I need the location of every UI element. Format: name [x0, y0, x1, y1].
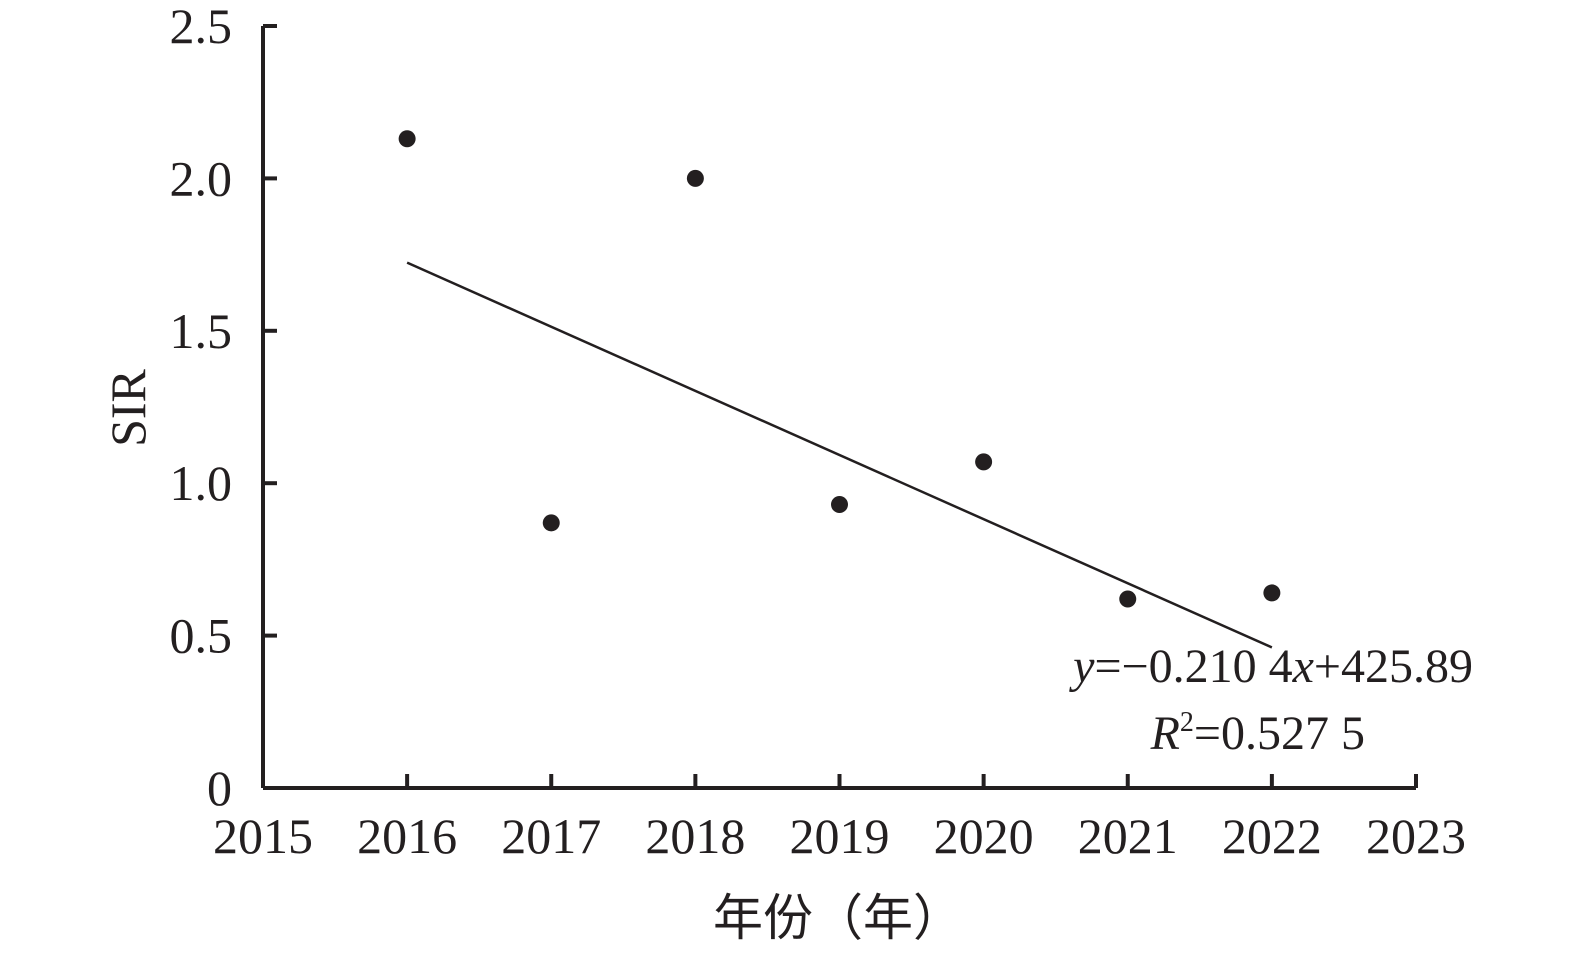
- regression-equation: y=−0.210 4x+425.89: [1068, 640, 1473, 693]
- x-tick-label: 2020: [934, 808, 1034, 864]
- r-squared: R2=0.527 5: [1150, 707, 1365, 760]
- y-tick-label: 0.5: [170, 608, 233, 664]
- x-tick-label: 2018: [645, 808, 745, 864]
- data-points: [398, 130, 1281, 608]
- data-point: [542, 514, 560, 532]
- y-tick-label: 1.5: [170, 303, 233, 359]
- x-tick-label: 2015: [213, 808, 313, 864]
- x-tick-label: 2023: [1366, 808, 1466, 864]
- data-point: [686, 169, 704, 187]
- y-axis-label: SIR: [100, 368, 156, 446]
- data-point: [398, 130, 416, 148]
- r-squared-value: =0.527 5: [1194, 707, 1365, 760]
- r-squared-symbol: R: [1150, 707, 1180, 760]
- equation-x-symbol: x: [1292, 640, 1314, 693]
- y-tick-label: 2.0: [170, 150, 233, 206]
- x-tick-label: 2021: [1078, 808, 1178, 864]
- y-tick-label: 1.0: [170, 455, 233, 511]
- data-point: [1263, 584, 1281, 602]
- x-axis-ticks: 2015 2016 2017 2018 2019 2020 2021 2022 2023: [213, 774, 1466, 864]
- trend-line: [406, 261, 1273, 649]
- data-point: [831, 496, 848, 514]
- equation-slope: =−0.210 4: [1094, 640, 1292, 693]
- equation-y-symbol: y: [1068, 640, 1095, 693]
- data-point: [975, 453, 993, 471]
- x-tick-label: 2019: [790, 808, 890, 864]
- y-tick-label: 0: [207, 760, 232, 816]
- x-tick-label: 2017: [501, 808, 601, 864]
- x-axis-label: 年份（年）: [713, 890, 963, 946]
- r-squared-exponent: 2: [1180, 707, 1194, 738]
- y-axis-ticks: 0 0.5 1.0 1.5 2.0 2.5: [170, 0, 277, 816]
- x-tick-label: 2016: [357, 808, 457, 864]
- y-tick-label: 2.5: [170, 0, 233, 54]
- equation-intercept: +425.89: [1314, 640, 1473, 693]
- x-tick-label: 2022: [1222, 808, 1322, 864]
- data-point: [1119, 590, 1137, 608]
